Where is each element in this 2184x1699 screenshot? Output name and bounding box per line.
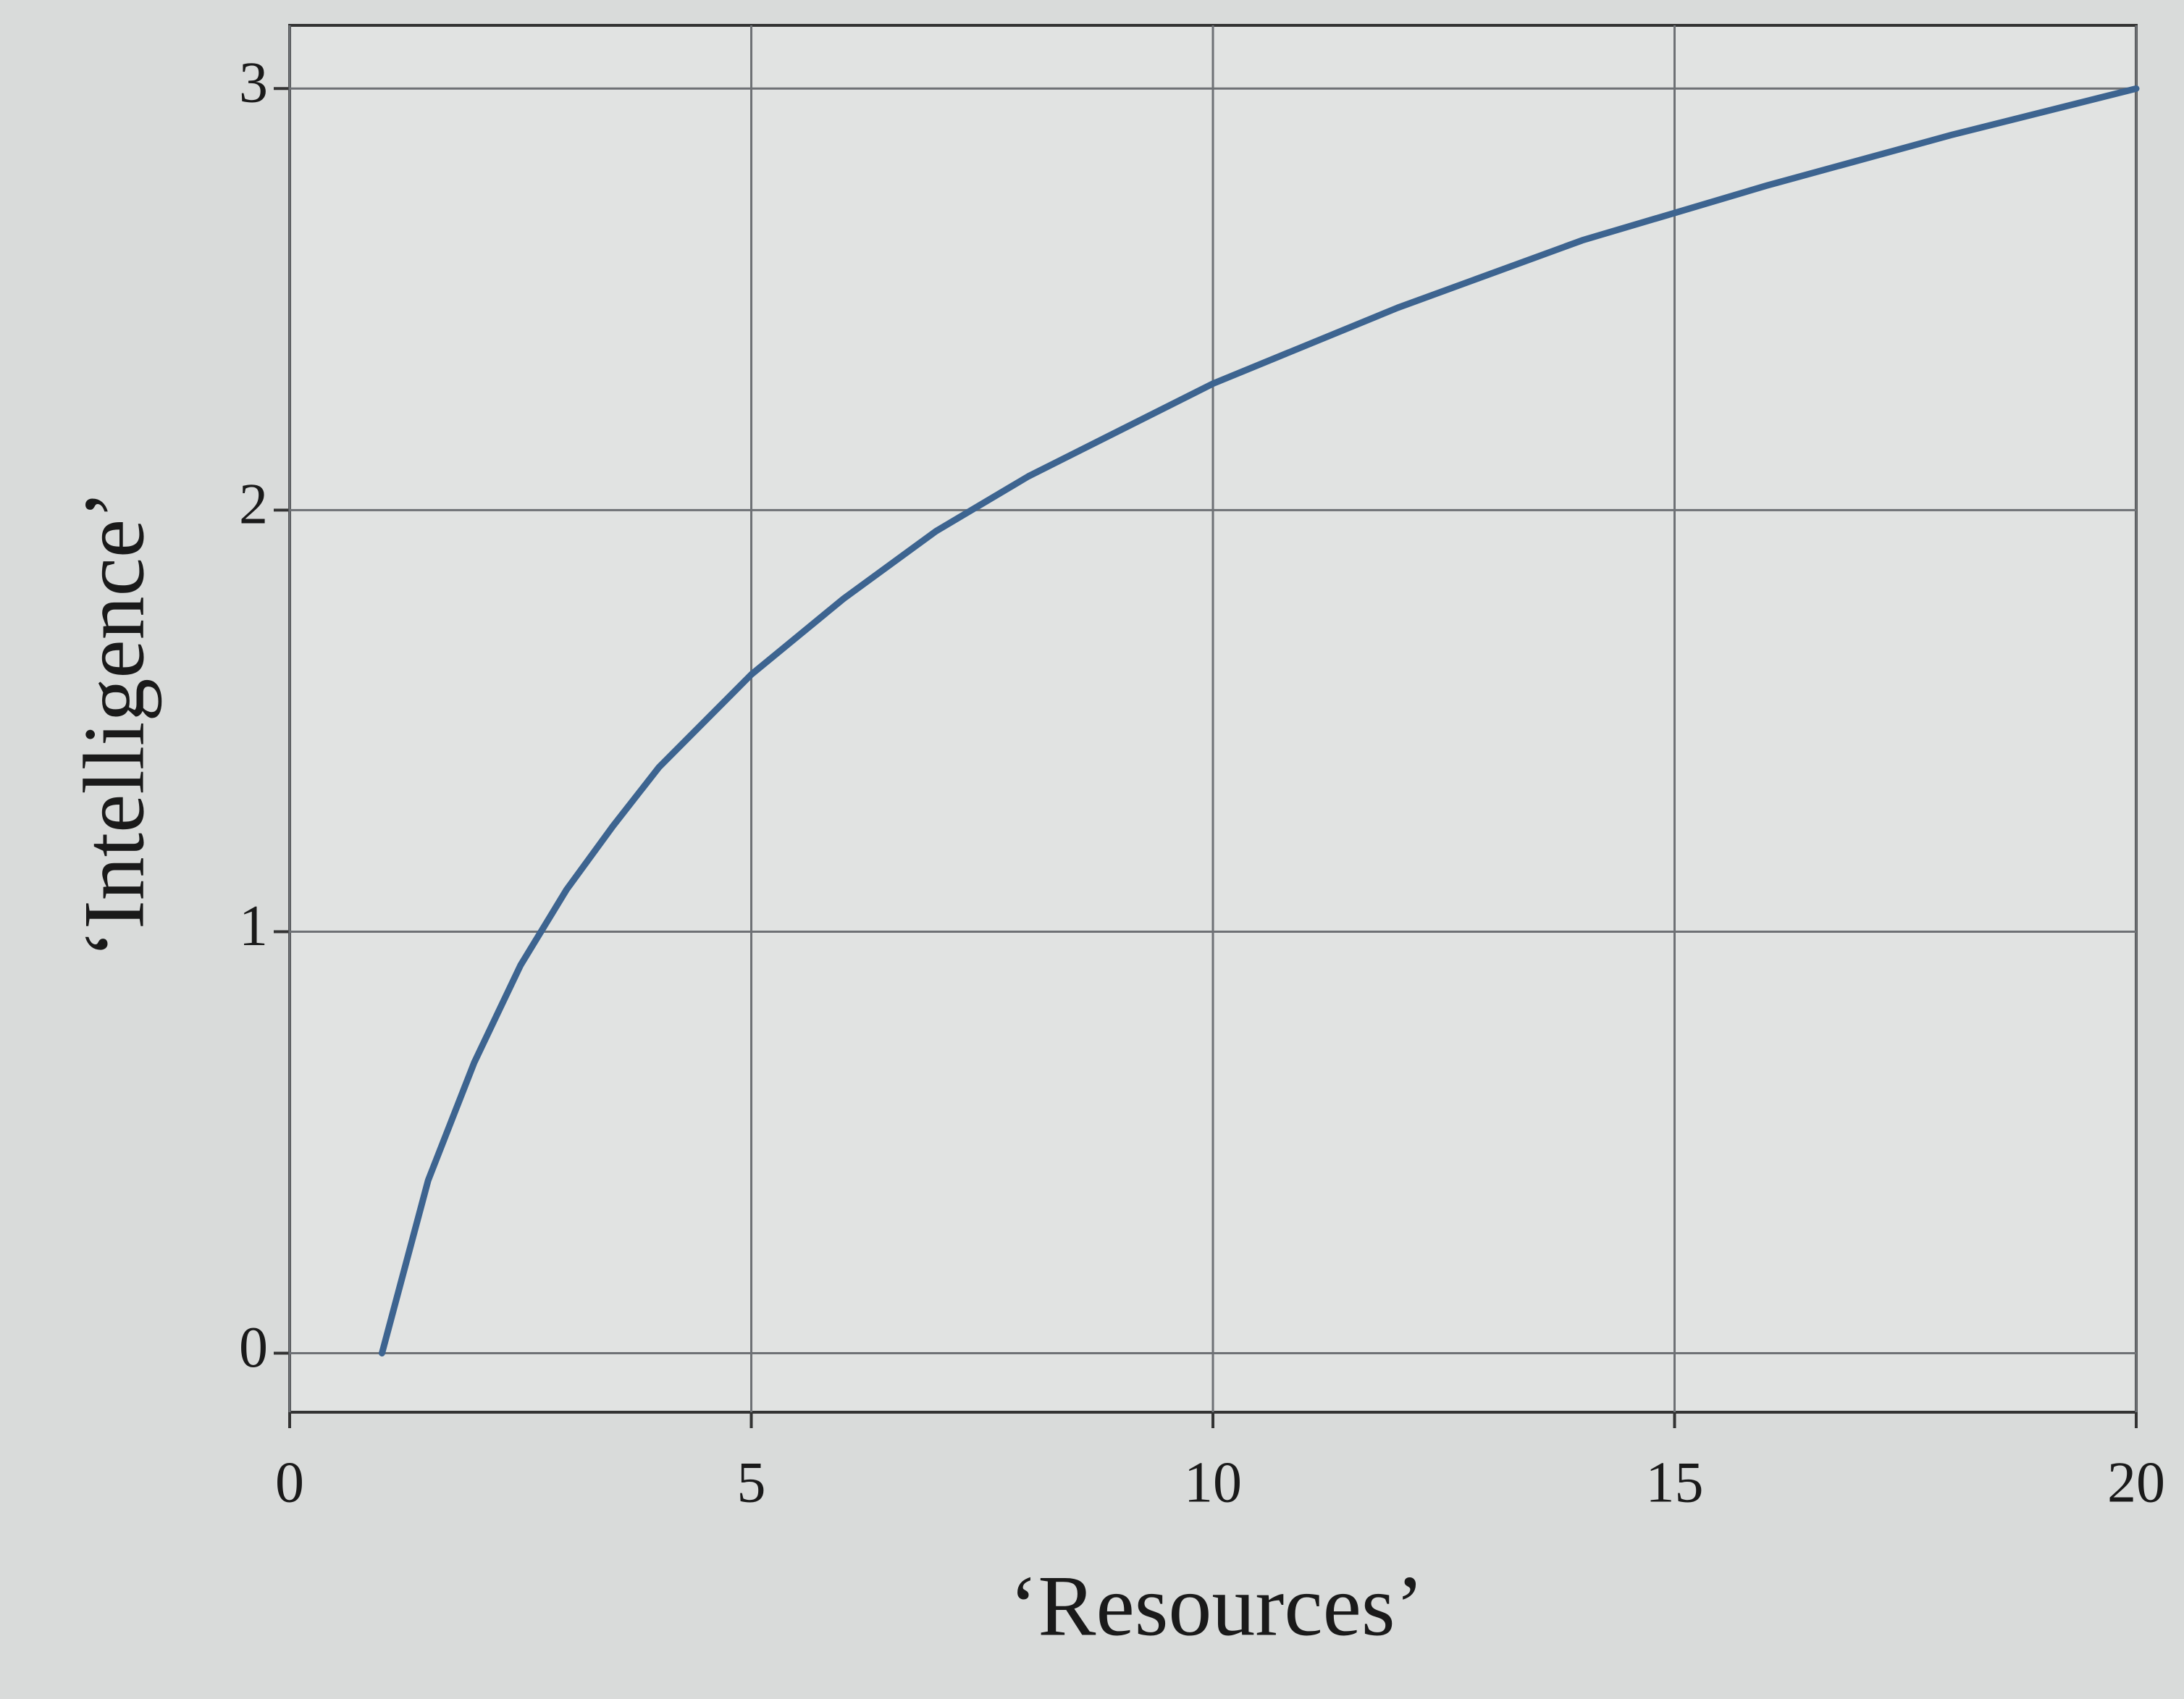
y-tick-label: 0	[239, 1316, 268, 1380]
y-tick-label: 2	[239, 473, 268, 537]
y-axis-label: ‘Intelligence’	[66, 490, 162, 958]
y-tick-label: 3	[239, 51, 268, 115]
x-tick-label: 15	[1646, 1451, 1704, 1514]
x-tick-label: 0	[275, 1451, 304, 1514]
x-tick-label: 20	[2107, 1451, 2165, 1514]
line-series	[379, 85, 2140, 1357]
y-tick-label: 1	[239, 894, 268, 958]
x-tick-label: 5	[737, 1451, 766, 1514]
x-axis-label: ‘Resources’	[1009, 1558, 1424, 1654]
x-tick-label: 10	[1184, 1451, 1242, 1514]
